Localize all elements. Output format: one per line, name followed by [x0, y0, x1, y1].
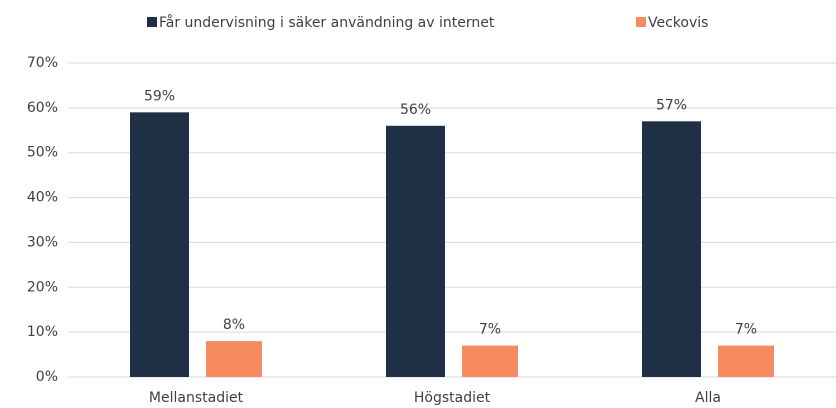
y-tick-label: 30% — [27, 234, 58, 250]
legend-label: Veckovis — [648, 15, 708, 31]
y-tick-label: 0% — [36, 369, 58, 385]
bar — [462, 345, 518, 377]
y-tick-label: 60% — [27, 100, 58, 116]
data-label: 7% — [479, 322, 501, 338]
y-tick-label: 10% — [27, 324, 58, 340]
y-tick-label: 70% — [27, 55, 58, 71]
data-label: 7% — [735, 322, 757, 338]
bar — [206, 341, 262, 377]
bar — [386, 125, 445, 377]
x-tick-label: Alla — [695, 390, 721, 406]
legend-swatch — [636, 17, 646, 27]
data-label: 57% — [656, 97, 687, 113]
bar — [642, 121, 701, 377]
legend-label: Får undervisning i säker användning av i… — [159, 14, 495, 31]
data-label: 56% — [400, 102, 431, 118]
data-label: 8% — [223, 317, 245, 333]
y-tick-label: 50% — [27, 145, 58, 161]
bar — [718, 345, 774, 377]
data-label: 59% — [144, 88, 175, 104]
x-tick-label: Högstadiet — [414, 390, 491, 406]
x-tick-label: Mellanstadiet — [149, 390, 244, 406]
y-tick-label: 20% — [27, 279, 58, 295]
bar — [130, 112, 189, 377]
y-tick-label: 40% — [27, 190, 58, 206]
legend-swatch — [147, 17, 157, 27]
